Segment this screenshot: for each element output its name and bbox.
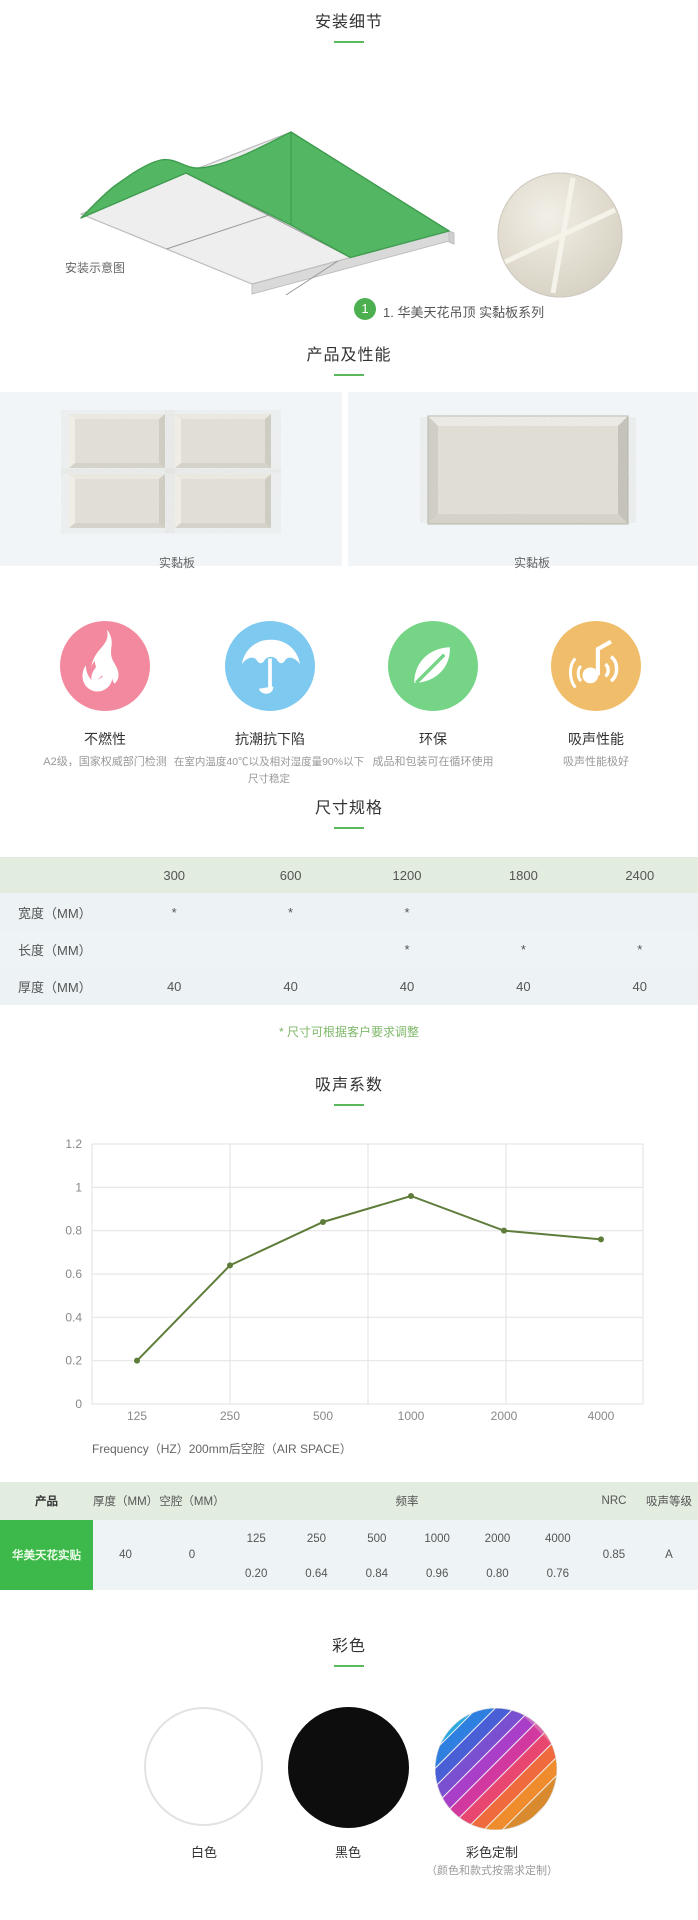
svg-text:125: 125 bbox=[127, 1409, 147, 1423]
svg-text:250: 250 bbox=[220, 1409, 240, 1423]
svg-text:0.4: 0.4 bbox=[65, 1310, 82, 1324]
svg-text:1000: 1000 bbox=[398, 1409, 425, 1423]
svg-text:500: 500 bbox=[313, 1409, 333, 1423]
svg-text:0.2: 0.2 bbox=[65, 1354, 82, 1368]
svg-text:4000: 4000 bbox=[588, 1409, 615, 1423]
svg-text:0.8: 0.8 bbox=[65, 1224, 82, 1238]
svg-text:0: 0 bbox=[75, 1397, 82, 1411]
svg-text:2000: 2000 bbox=[491, 1409, 518, 1423]
svg-text:0.6: 0.6 bbox=[65, 1267, 82, 1281]
svg-text:1: 1 bbox=[75, 1180, 82, 1194]
svg-text:1.2: 1.2 bbox=[65, 1137, 82, 1151]
